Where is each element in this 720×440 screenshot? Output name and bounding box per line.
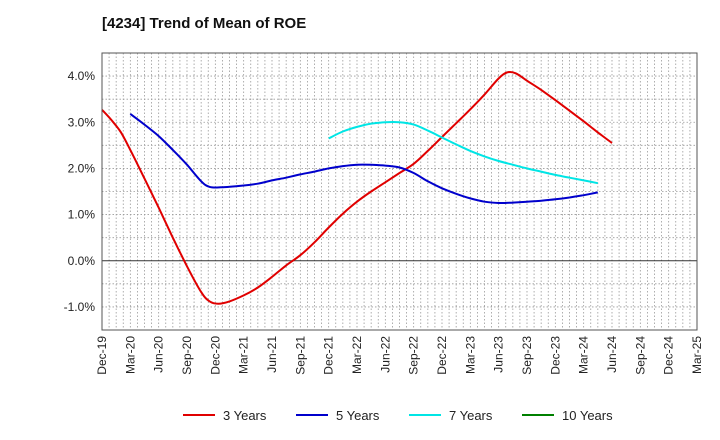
x-tick-label: Jun-22 <box>378 336 392 373</box>
x-tick-label: Mar-21 <box>237 336 251 374</box>
x-tick-label: Mar-25 <box>690 336 704 374</box>
x-tick-label: Sep-23 <box>520 336 534 375</box>
chart-title: [4234] Trend of Mean of ROE <box>102 15 306 32</box>
legend-label-2: 7 Years <box>449 408 493 423</box>
series-layer <box>101 70 613 305</box>
legend: 3 Years 5 Years 7 Years 10 Years <box>183 408 613 423</box>
y-tick-label: 3.0% <box>68 115 96 129</box>
legend-label-3: 10 Years <box>562 408 613 423</box>
series-line-0 <box>101 70 613 305</box>
x-tick-label: Dec-23 <box>548 336 562 375</box>
legend-label-1: 5 Years <box>336 408 380 423</box>
x-tick-label: Dec-20 <box>208 336 222 375</box>
x-tick-label: Mar-20 <box>123 336 137 374</box>
x-tick-label: Sep-20 <box>180 336 194 375</box>
y-tick-label: 1.0% <box>68 208 96 222</box>
x-tick-label: Jun-23 <box>492 336 506 373</box>
x-tick-label: Dec-24 <box>662 336 676 375</box>
x-tick-label: Mar-23 <box>463 336 477 374</box>
x-tick-label: Dec-19 <box>95 336 109 375</box>
x-tick-label: Sep-24 <box>633 336 647 375</box>
x-tick-label: Dec-22 <box>435 336 449 375</box>
x-tick-label: Mar-24 <box>577 336 591 374</box>
y-tick-label: 4.0% <box>68 69 96 83</box>
x-axis-ticks: Dec-19 Mar-20 Jun-20 Sep-20 Dec-20 Mar-21 Jun-… <box>95 336 704 375</box>
y-axis-ticks: -1.0% 0.0% 1.0% 2.0% 3.0% 4.0% <box>64 69 96 314</box>
x-tick-label: Dec-21 <box>322 336 336 375</box>
x-tick-label: Sep-22 <box>407 336 421 375</box>
x-tick-label: Jun-20 <box>152 336 166 373</box>
x-tick-label: Mar-22 <box>350 336 364 374</box>
legend-label-0: 3 Years <box>223 408 267 423</box>
x-tick-label: Sep-21 <box>293 336 307 375</box>
y-tick-label: 0.0% <box>68 254 96 268</box>
series-line-2 <box>328 121 599 185</box>
x-tick-label: Jun-24 <box>605 336 619 373</box>
y-tick-label: -1.0% <box>64 300 96 314</box>
y-tick-label: 2.0% <box>68 161 96 175</box>
series-line-1 <box>129 113 599 205</box>
plot-frame <box>101 52 698 331</box>
axes <box>101 52 698 331</box>
x-tick-label: Jun-21 <box>265 336 279 373</box>
